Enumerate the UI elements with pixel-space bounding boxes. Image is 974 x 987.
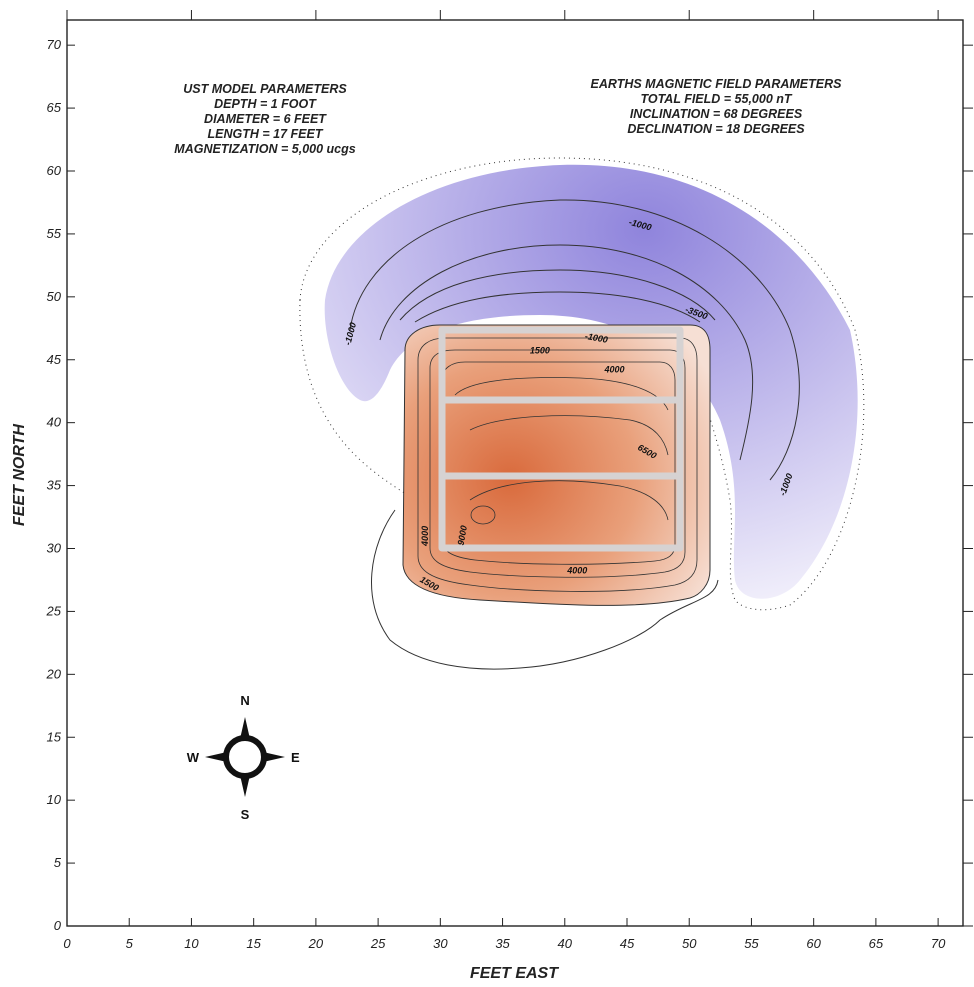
- model-param-depth: DEPTH = 1 FOOT: [214, 97, 317, 111]
- contour-labels: -1000-3500-10001500400065009000400015004…: [343, 217, 795, 593]
- compass-arrow-north: [240, 717, 250, 739]
- x-axis-title: FEET EAST: [470, 965, 559, 982]
- y-tick-label-14: 70: [47, 37, 62, 52]
- y-tick-label-9: 45: [47, 352, 62, 367]
- x-tick-label-0: 0: [63, 936, 71, 951]
- y-tick-label-6: 30: [47, 541, 62, 556]
- y-tick-label-5: 25: [46, 603, 62, 618]
- contour-label-4: 4000: [604, 364, 625, 374]
- contour-pos-3: [441, 361, 676, 565]
- x-tick-label-11: 55: [744, 936, 759, 951]
- y-axis-title: FEET NORTH: [11, 424, 28, 526]
- negative-lobe-shading: [324, 164, 858, 599]
- compass-label-w: W: [187, 750, 200, 765]
- field-parameters-heading: EARTHS MAGNETIC FIELD PARAMETERS: [591, 77, 843, 91]
- compass-arrow-south: [240, 775, 250, 797]
- y-tick-label-13: 65: [47, 100, 62, 115]
- x-tick-label-6: 30: [433, 936, 448, 951]
- contour-pos-4: [454, 377, 669, 411]
- compass-label-n: N: [240, 693, 249, 708]
- contour-neg-inner-2: [399, 269, 716, 321]
- x-tick-label-8: 40: [558, 936, 573, 951]
- compass-arrow-east: [263, 752, 285, 762]
- y-tick-label-7: 35: [47, 478, 62, 493]
- field-param-declination: DECLINATION = 18 DEGREES: [627, 122, 805, 136]
- contour-label-2: -1000: [584, 331, 608, 345]
- y-tick-label-0: 0: [54, 918, 62, 933]
- contour-label-9: 4000: [566, 566, 587, 576]
- compass-label-e: E: [291, 750, 300, 765]
- x-tick-label-7: 35: [495, 936, 510, 951]
- plot-frame: [66, 19, 964, 927]
- x-tick-label-12: 60: [806, 936, 821, 951]
- contour-neg-inner-3: [414, 291, 701, 323]
- x-tick-label-13: 65: [869, 936, 884, 951]
- y-tick-label-11: 55: [47, 226, 62, 241]
- positive-lobe-shading: [402, 324, 711, 606]
- y-tick-label-8: 40: [47, 415, 62, 430]
- y-tick-label-12: 60: [47, 163, 62, 178]
- model-param-length: LENGTH = 17 FEET: [208, 127, 324, 141]
- model-param-diameter: DIAMETER = 6 FEET: [204, 112, 327, 126]
- contour-label-7: 4000: [420, 526, 430, 547]
- contour-neg-middle: [349, 199, 800, 481]
- contour-pos-2: [429, 349, 686, 578]
- contour-pos-6: [469, 480, 669, 521]
- tank-outline: [438, 326, 684, 552]
- y-tick-label-10: 50: [47, 289, 62, 304]
- contour-south-outer: [371, 509, 719, 670]
- compass-arrow-west: [205, 752, 227, 762]
- x-tick-label-2: 10: [184, 936, 199, 951]
- x-tick-label-1: 5: [126, 936, 134, 951]
- axis-ticks: [66, 10, 973, 927]
- contour-label-3: 1500: [530, 345, 550, 355]
- y-tick-label-1: 5: [54, 855, 62, 870]
- contour-neg-inner-1: [379, 244, 754, 461]
- x-tick-label-9: 45: [620, 936, 635, 951]
- compass-label-s: S: [241, 807, 250, 822]
- axis-tick-labels: 0 5 10 15 20 25 30 35 40 45 50 55 60 65 70 0 5 10 15 20 25 30…: [46, 37, 947, 951]
- model-parameters-block: UST MODEL PARAMETERS DEPTH = 1 FOOT DIAM…: [174, 82, 355, 156]
- y-tick-label-2: 10: [47, 792, 62, 807]
- x-tick-label-14: 70: [931, 936, 946, 951]
- field-param-inclination: INCLINATION = 68 DEGREES: [630, 107, 803, 121]
- model-param-magnetization: MAGNETIZATION = 5,000 ucgs: [174, 142, 355, 156]
- x-tick-label-3: 15: [246, 936, 261, 951]
- y-tick-label-4: 20: [46, 666, 62, 681]
- model-parameters-heading: UST MODEL PARAMETERS: [183, 82, 347, 96]
- y-tick-label-3: 15: [47, 729, 62, 744]
- field-param-total: TOTAL FIELD = 55,000 nT: [640, 92, 792, 106]
- contour-pos-1: [417, 337, 698, 592]
- compass-rose: N S E W: [187, 693, 300, 822]
- contour-pos-peak: [470, 505, 496, 525]
- field-parameters-block: EARTHS MAGNETIC FIELD PARAMETERS TOTAL F…: [591, 77, 843, 136]
- contour-label-6: 9000: [456, 525, 469, 546]
- x-tick-label-4: 20: [308, 936, 324, 951]
- compass-ring: [223, 735, 267, 779]
- contour-pos-5: [469, 415, 669, 456]
- x-tick-label-5: 25: [370, 936, 386, 951]
- x-tick-label-10: 50: [682, 936, 697, 951]
